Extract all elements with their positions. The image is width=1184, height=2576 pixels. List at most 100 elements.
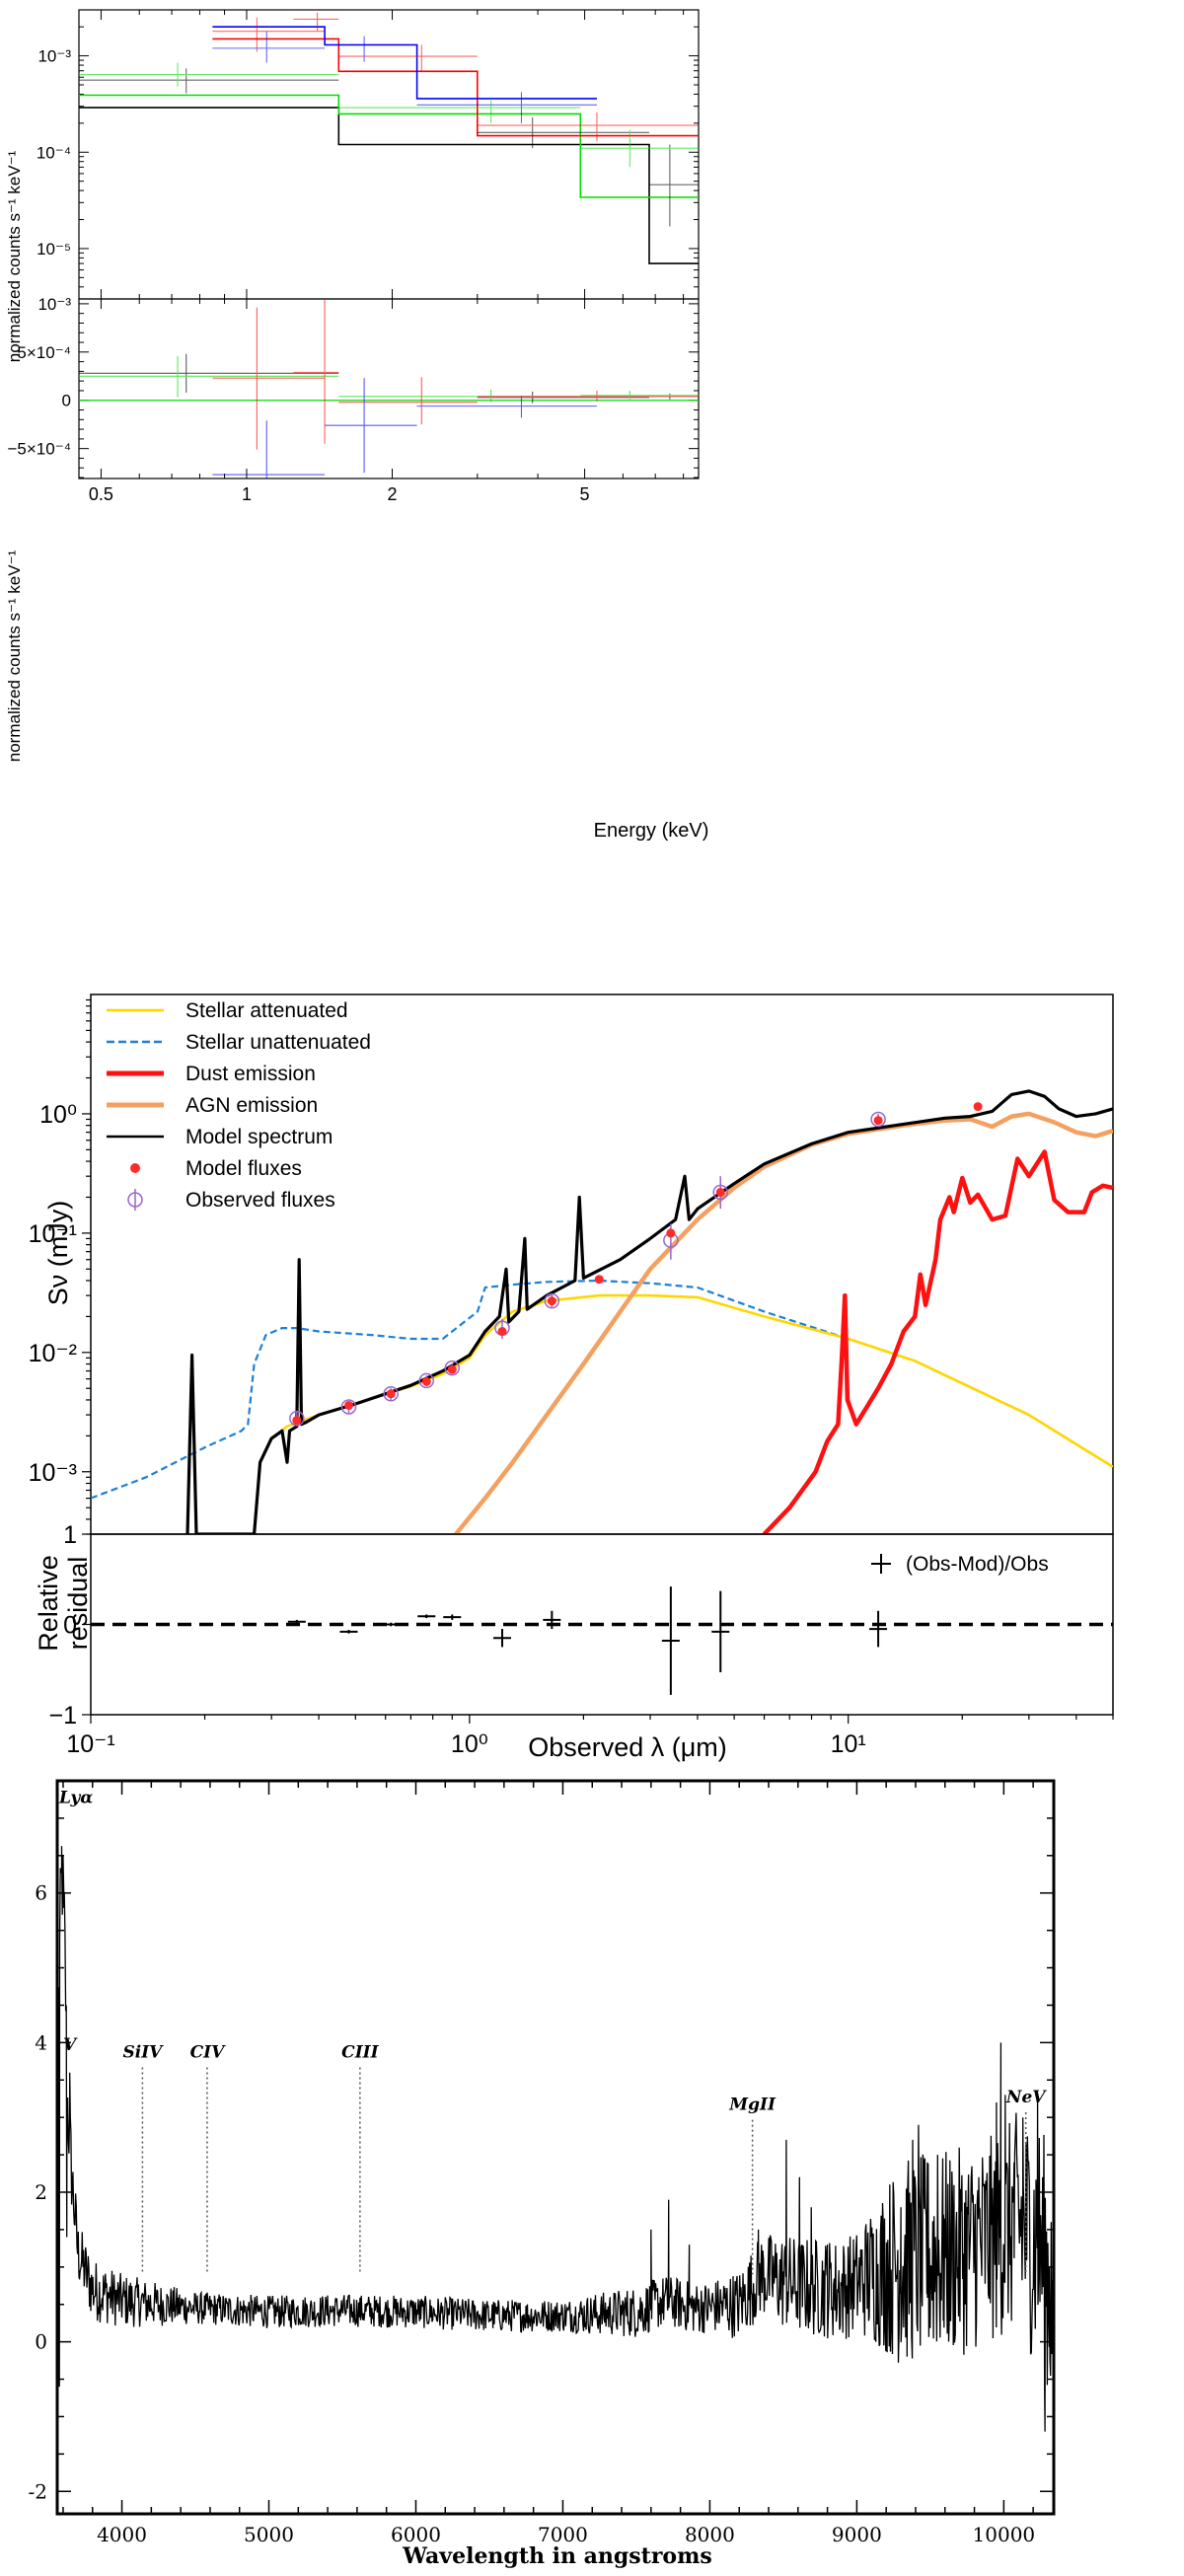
sed-model-flux-point (594, 1275, 604, 1285)
sed-series-stellar-attenuated (253, 1293, 1113, 1534)
sed-y-tick-label-top: 10⁻³ (29, 1459, 77, 1487)
sed-fit-chart: 10⁰ 10⁻¹ 10⁻² 10⁻³ 10⁻¹ 10⁰ 10¹ 1 0 −1 (Obs-Mod)/… (29, 994, 1114, 1762)
xray-top-panel: 10⁻³ 10⁻⁴ 10⁻⁵ (37, 9, 700, 300)
xray-y-axis-label-bottom: normalized counts s⁻¹ keV⁻¹ (5, 550, 24, 762)
sed-model-flux-point (386, 1389, 396, 1399)
sed-observed-flux-point (544, 1292, 560, 1309)
sed-y-tick-label-bottom: 0 (63, 1612, 77, 1640)
sed-y-tick-label-top: 10⁻¹ (29, 1220, 77, 1248)
sed-residuals (91, 1586, 1113, 1695)
optical-y-tick-label: 2 (35, 2180, 47, 2204)
xray-y-tick-label-top: 10⁻⁴ (37, 143, 71, 162)
sed-model-flux-point (666, 1228, 676, 1238)
xray-y-tick-label-bottom: 5×10⁻⁴ (17, 343, 71, 362)
optical-y-tick-label: 0 (35, 2330, 47, 2354)
optical-line-label: SiIV (122, 2043, 164, 2063)
optical-x-tick-label: 10000 (973, 2523, 1036, 2546)
sed-model-flux-point (497, 1327, 507, 1337)
xray-data (79, 12, 699, 227)
optical-spectrum-chart: 4000 5000 6000 7000 8000 9000 10000 6 4 2 0 -2 Lyα V S… (29, 1779, 1056, 2569)
optical-x-tick-label: 6000 (391, 2523, 441, 2546)
xray-residual-panel: 0.5 1 2 5 10⁻³ 5×10⁻⁴ 0 −5×10⁻⁴ (8, 295, 700, 504)
sed-model-flux-point (547, 1296, 556, 1306)
xray-y-tick-label-top: 10⁻⁵ (37, 240, 71, 258)
sed-y-label-bottom-line2: residual (63, 1557, 93, 1651)
xray-residual-points (79, 299, 699, 478)
sed-legend-label: Observed fluxes (185, 1189, 335, 1212)
sed-observed-flux-point (340, 1399, 357, 1415)
xray-model-step-line (79, 107, 699, 264)
sed-model-flux-point (873, 1116, 883, 1126)
optical-line-label: CIII (341, 2043, 379, 2063)
xray-x-tick-label: 1 (242, 484, 252, 504)
sed-legend-label: Stellar unattenuated (185, 1031, 371, 1054)
sed-model-flux-point (973, 1102, 983, 1112)
optical-x-tick-label: 5000 (244, 2523, 294, 2546)
sed-y-tick-label-bottom: −1 (48, 1702, 77, 1730)
sed-observed-flux-point (870, 1111, 886, 1128)
optical-spectrum-line (57, 1846, 1054, 2432)
sed-legend-label: Model fluxes (185, 1157, 302, 1180)
sed-top-panel: 10⁰ 10⁻¹ 10⁻² 10⁻³ (29, 994, 1114, 1535)
xray-x-tick-label: 5 (580, 484, 590, 504)
optical-spectrum (57, 1846, 1054, 2432)
sed-legend-label: AGN emission (185, 1094, 318, 1117)
optical-x-tick-label: 4000 (97, 2523, 147, 2546)
sed-series-model-spectrum (185, 1089, 1113, 1534)
xray-bottom-frame (78, 298, 700, 479)
optical-line-label: NeV (1005, 2088, 1047, 2107)
optical-x-axis-label: Wavelength in angstroms (402, 2543, 712, 2569)
sed-legend-label: Stellar attenuated (185, 999, 348, 1022)
sed-observed-flux-point (444, 1360, 461, 1376)
sed-legend: Stellar attenuated Stellar unattenuated Du… (107, 999, 371, 1212)
sed-y-axis-label-bottom: Relative residual (34, 1555, 93, 1652)
sed-residual-legend-label: (Obs-Mod)/Obs (906, 1553, 1049, 1576)
sed-observed-flux-point (289, 1410, 305, 1427)
sed-x-axis-label: Observed λ (μm) (528, 1732, 727, 1762)
sed-model-flux-point (421, 1376, 431, 1386)
sed-observed-flux-point (383, 1386, 399, 1402)
sed-x-tick-label: 10¹ (831, 1730, 866, 1758)
sed-observed-flux-point (712, 1184, 728, 1201)
xray-y-axis-label-top: normalized counts s⁻¹ keV⁻¹ (5, 150, 24, 362)
sed-legend-swatch (130, 1163, 140, 1173)
xray-x-tick-label: 0.5 (89, 484, 113, 504)
sed-y-axis-label-top: Sν (mJy) (43, 1201, 73, 1305)
sed-y-tick-label-top: 10⁰ (39, 1101, 77, 1129)
optical-frame (55, 1779, 1056, 2516)
sed-model-flux-point (715, 1187, 725, 1197)
xray-y-tick-label-bottom: −5×10⁻⁴ (8, 440, 72, 459)
optical-y-tick-label: 6 (35, 1881, 47, 1905)
sed-y-tick-label-top: 10⁻² (29, 1340, 77, 1367)
sed-model-flux-point (292, 1416, 302, 1426)
sed-y-label-bottom-line1: Relative (34, 1555, 63, 1652)
sed-y-tick-label-bottom: 1 (63, 1521, 77, 1549)
xray-residuals (79, 299, 699, 478)
sed-series (91, 1089, 1113, 1534)
sed-series-stellar-unattenuated (91, 1279, 1113, 1500)
optical-line-label: MgII (728, 2096, 777, 2115)
xray-x-tick-label: 2 (388, 484, 398, 504)
sed-series-dust-emission (762, 1149, 1113, 1534)
optical-plot-area: 4000 5000 6000 7000 8000 9000 10000 6 4 2 0 -2 Lyα V S… (29, 1779, 1056, 2546)
sed-legend-label: Model spectrum (185, 1126, 333, 1148)
xray-x-axis-label: Energy (keV) (594, 820, 709, 842)
sed-x-tick-label: 10⁰ (451, 1730, 488, 1758)
sed-observed-flux-point (418, 1372, 435, 1389)
xray-model-step-line (79, 94, 699, 198)
sed-x-tick-label: 10⁻¹ (66, 1730, 114, 1758)
optical-x-tick-label: 7000 (538, 2523, 588, 2546)
optical-x-tick-label: 8000 (685, 2523, 735, 2546)
xray-y-tick-label-top: 10⁻³ (37, 47, 71, 66)
sed-legend-label: Dust emission (185, 1063, 316, 1085)
optical-line-label: Lyα (58, 1789, 93, 1808)
optical-line-label: CIV (190, 2043, 226, 2063)
optical-y-tick-label: 4 (35, 2030, 47, 2054)
xray-y-tick-label-bottom: 0 (62, 392, 71, 410)
sed-model-flux-point (343, 1400, 353, 1410)
sed-model-flux-point (447, 1364, 457, 1374)
optical-line-label: V (63, 2035, 78, 2055)
xray-spectrum-chart: 10⁻³ 10⁻⁴ 10⁻⁵ 0.5 1 2 5 10⁻³ 5×10⁻⁴ 0 −5×10⁻⁴ En… (5, 9, 709, 842)
optical-x-tick-label: 9000 (832, 2523, 882, 2546)
